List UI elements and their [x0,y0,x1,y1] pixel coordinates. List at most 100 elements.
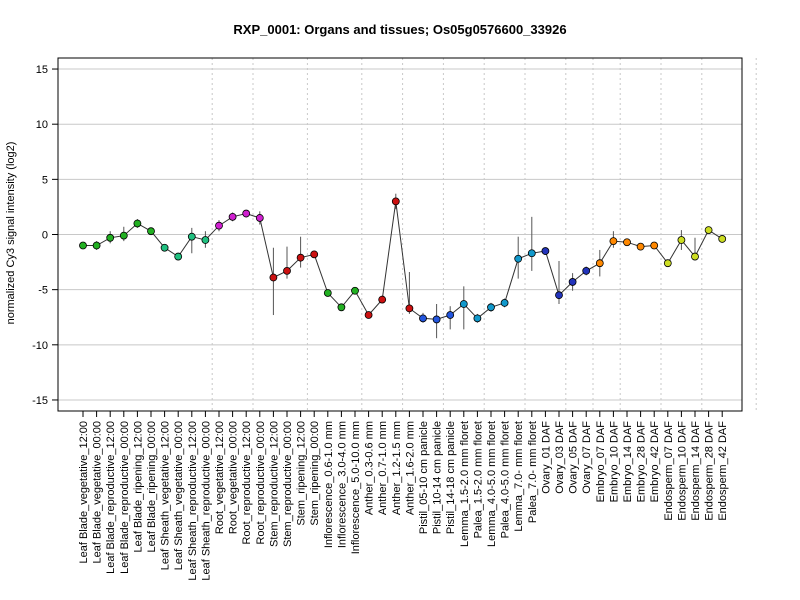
x-tick-label: Ovary_07 DAF [581,421,593,494]
x-tick-label: Embryo_28 DAF [636,421,648,503]
x-tick-label: Leaf Sheath_vegetative_00:00 [173,421,185,570]
x-tick-label: Endosperm_07 DAF [663,421,675,521]
x-tick-label: Stem_reproductive_12:00 [268,421,280,547]
x-tick-label: Stem_ripening_00:00 [309,421,321,526]
x-tick-label: Endosperm_10 DAF [676,421,688,521]
data-point [432,315,441,324]
group-separators [211,58,757,411]
x-tick-label: Leaf Blade_reproductive_12:00 [105,421,117,574]
data-point [446,311,455,319]
data-point [405,304,414,313]
x-tick-label: Embryo_42 DAF [649,421,661,503]
data-point [514,254,523,263]
x-tick-label: Palea_7.0- mm floret [527,421,539,523]
data-point [555,291,563,300]
x-tick-label: Pistil_10-14 cm panicle [432,421,444,534]
x-tick-label: Lemma_4.0-5.0 mm floret [486,421,498,547]
x-tick-label: Leaf Blade_reproductive_00:00 [119,421,131,574]
data-point [650,241,659,250]
x-tick-label: Lemma_7.0- mm floret [513,421,525,532]
x-tick-label: Leaf Blade_ripening_12:00 [132,421,144,553]
data-point [704,226,713,234]
grid-layer [58,68,742,401]
x-axis: Leaf Blade_vegetative_12:00 Leaf Blade_ve… [78,411,729,581]
data-point [255,214,264,222]
x-tick-label: Root_vegetative_00:00 [228,421,240,534]
x-tick-label: Pistil_14-18 cm panicle [445,421,457,534]
chart-title: RXP_0001: Organs and tissues; Os05g05766… [233,22,566,37]
data-point [391,197,400,206]
x-tick-label: Embryo_10 DAF [608,421,620,503]
x-tick-label: Inflorescence_0.6-1.0 mm [323,421,335,548]
data-point [351,286,359,295]
y-axis: -15 -10 -5 0 5 10 15 [32,64,58,407]
data-point [541,247,550,255]
x-tick-label: Ovary_01 DAF [540,421,552,494]
data-point [623,238,631,247]
data-point [79,241,87,250]
data-point [337,303,346,312]
y-axis-label: normalized Cy3 signal intensity (log2) [5,142,17,325]
x-tick-label: Leaf Sheath_reproductive_12:00 [187,421,199,581]
data-point [459,300,468,308]
data-point [269,273,278,282]
y-tick-label: 5 [42,174,48,186]
x-tick-label: Palea_4.0-5.0 mm floret [500,421,512,538]
data-point [609,237,618,246]
data-point [500,298,509,307]
data-point [174,252,183,261]
data-point [582,267,591,275]
x-tick-label: Pistil_05-10 cm panicle [418,421,430,534]
x-tick-label: Root_vegetative_12:00 [214,421,226,534]
data-point [568,278,577,286]
y-tick-label: -15 [32,395,48,407]
x-tick-label: Embryo_14 DAF [622,421,634,503]
data-point [228,212,237,221]
data-point [636,242,645,251]
y-tick-label: 10 [36,119,48,131]
data-point [595,259,604,268]
x-tick-label: Ovary_05 DAF [568,421,580,494]
x-tick-label: Embryo_07 DAF [595,421,607,503]
x-tick-label: Leaf Blade_ripening_00:00 [146,421,158,553]
data-point [691,252,699,261]
data-point [283,267,291,275]
x-tick-label: Anther_1.6-2.0 mm [404,421,416,515]
data-point [310,250,319,259]
y-tick-label: 0 [42,230,48,242]
y-tick-label: -10 [32,340,48,352]
x-tick-label: Inflorescence_5.0-10.0 mm [350,421,362,554]
data-point [527,249,536,258]
x-tick-label: Root_reproductive_12:00 [241,421,253,545]
data-point [487,303,495,312]
data-point [133,219,142,228]
data-point [378,295,387,304]
data-point [160,243,169,252]
x-tick-label: Inflorescence_3.0-4.0 mm [336,421,348,548]
x-tick-label: Endosperm_42 DAF [717,421,729,521]
y-tick-label: 15 [36,64,48,76]
data-point [242,209,251,218]
data-point [92,241,101,250]
data-point [323,289,332,297]
data-point [419,314,427,323]
data-point [119,231,128,240]
data-point [663,259,672,268]
x-tick-label: Anther_1.2-1.5 mm [391,421,403,515]
x-tick-label: Anther_0.3-0.6 mm [364,421,376,515]
data-point [187,232,196,241]
data-point [106,233,115,242]
x-tick-label: Stem_reproductive_00:00 [282,421,294,547]
x-tick-label: Leaf Blade_vegetative_12:00 [78,421,90,564]
data-point [364,311,373,319]
x-tick-label: Stem_ripening_12:00 [296,421,308,526]
data-point [473,314,482,323]
error-bars [82,193,723,339]
y-tick-label: -5 [38,285,48,297]
data-point [677,236,686,244]
data-points [79,197,727,324]
x-tick-label: Anther_0.7-1.0 mm [377,421,389,515]
x-tick-label: Endosperm_14 DAF [690,421,702,521]
data-point [296,253,305,262]
